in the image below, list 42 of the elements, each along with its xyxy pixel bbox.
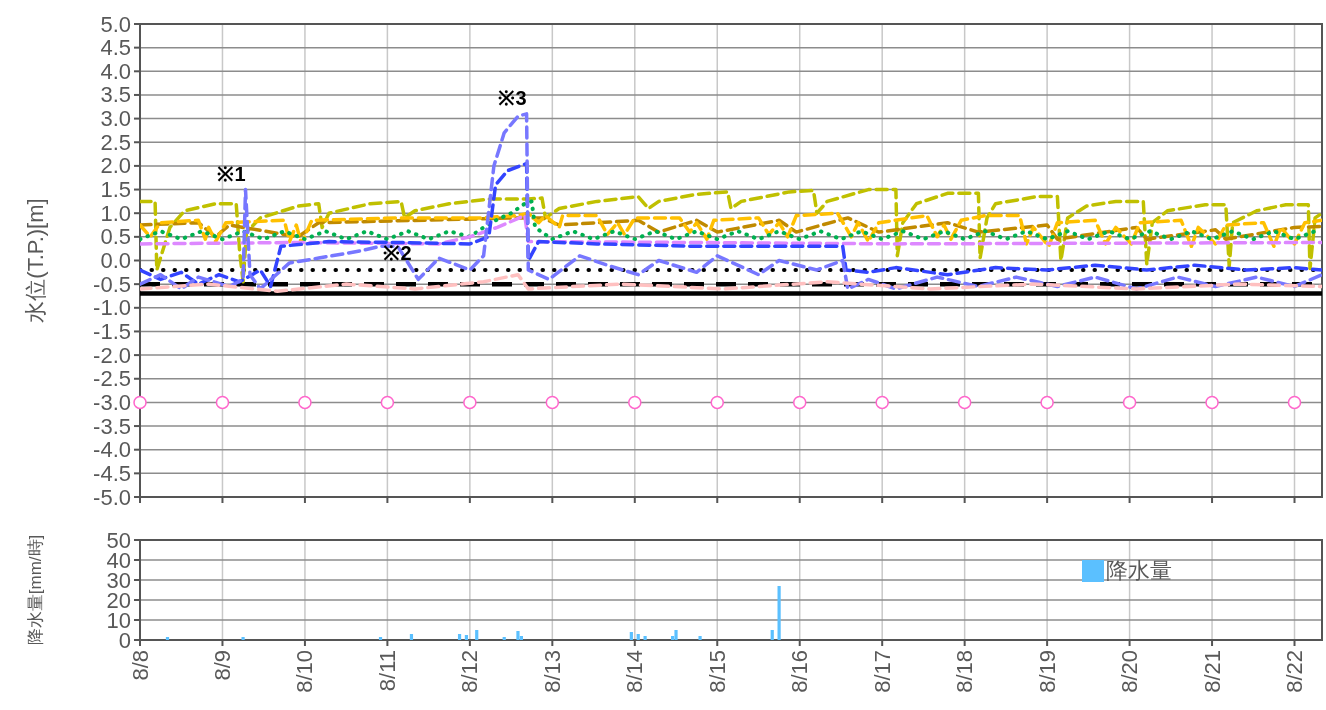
x-tick-label: 8/10 [292,650,318,693]
x-tick-label: 8/17 [869,650,895,693]
x-tick-label: 8/8 [127,650,153,681]
x-tick-label: 8/21 [1199,650,1225,693]
y-tick-label: 3.5 [100,82,131,108]
y-tick-label: 1.0 [100,200,131,226]
x-tick-label: 8/14 [622,650,648,693]
y-tick-label: -4.0 [93,437,131,463]
y-tick-label: 1.5 [100,177,131,203]
y-tick-label: 2.5 [100,129,131,155]
y-tick-label: -4.5 [93,460,131,486]
y-tick-label: -3.0 [93,389,131,415]
x-tick-label: 8/16 [787,650,813,693]
x-tick-label: 8/18 [952,650,978,693]
annotation: ※3 [498,86,527,109]
y-tick-label: -1.0 [93,295,131,321]
y-tick-label: -2.0 [93,342,131,368]
x-tick-label: 8/20 [1117,650,1143,693]
x-tick-label: 8/11 [374,650,400,692]
y-tick-label: -1.5 [93,318,131,344]
x-tick-label: 8/22 [1282,650,1308,693]
annotation: ※1 [217,162,246,185]
y-axis-title: 水位(T.P.)[m] [22,198,48,323]
x-tick-label: 8/9 [209,650,235,681]
y-axis-title: 降水量[mm/時] [25,534,45,646]
x-tick-label: 8/12 [457,650,483,693]
x-tick-label: 8/19 [1034,650,1060,693]
legend-label: 降水量 [1106,557,1172,583]
x-tick-label: 8/15 [704,650,730,693]
y-tick-label: 5.0 [100,11,131,37]
y-tick-label: -3.5 [93,413,131,439]
y-tick-label: 3.0 [100,106,131,132]
y-tick-label: -2.5 [93,366,131,392]
y-tick-label: 0.0 [100,248,131,273]
y-tick-label: 2.0 [100,153,131,179]
x-tick-label: 8/13 [539,650,565,693]
y-tick-label: 4.5 [100,35,131,61]
y-tick-label: -0.5 [93,271,131,297]
y-tick-label: -5.0 [93,484,131,510]
annotation: ※2 [383,241,412,264]
y-tick-label: 4.0 [100,58,131,84]
y-tick-label: 0.5 [100,224,131,250]
